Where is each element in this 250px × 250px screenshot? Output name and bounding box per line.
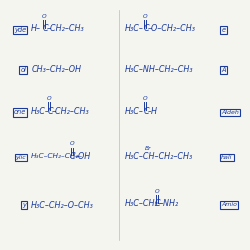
Text: O: O xyxy=(70,141,74,146)
Text: y: y xyxy=(22,202,26,208)
Text: ol: ol xyxy=(20,67,26,73)
Text: –CH₂–CH₃: –CH₂–CH₃ xyxy=(52,107,90,116)
Text: C: C xyxy=(155,199,160,208)
Text: C: C xyxy=(143,107,149,116)
Text: H₃C–CH₂–O–CH₃: H₃C–CH₂–O–CH₃ xyxy=(31,200,94,209)
Text: –CH₂–CH₃: –CH₂–CH₃ xyxy=(47,24,85,33)
Text: ylic: ylic xyxy=(16,155,26,160)
Text: one: one xyxy=(14,110,26,116)
Text: C: C xyxy=(42,24,48,33)
Text: hali: hali xyxy=(221,155,232,160)
Text: –H: –H xyxy=(148,107,158,116)
Text: e: e xyxy=(221,27,226,33)
Text: Aldeh: Aldeh xyxy=(221,110,239,115)
Text: H₃C–: H₃C– xyxy=(125,24,144,33)
Text: yde: yde xyxy=(14,27,26,33)
Text: O: O xyxy=(143,14,147,19)
Text: O: O xyxy=(47,96,52,101)
Text: O: O xyxy=(154,189,159,194)
Text: H₃C–NH–CH₂–CH₃: H₃C–NH–CH₂–CH₃ xyxy=(125,66,194,74)
Text: C: C xyxy=(143,24,149,33)
Text: Br: Br xyxy=(145,146,152,150)
Text: –O–CH₂–CH₃: –O–CH₂–CH₃ xyxy=(148,24,196,33)
Text: H₃C–CH₂–CH₂–: H₃C–CH₂–CH₂– xyxy=(31,153,84,159)
Text: H₃C–CH–CH₂–CH₃: H₃C–CH–CH₂–CH₃ xyxy=(125,152,193,161)
Text: A: A xyxy=(221,67,226,73)
Text: O: O xyxy=(42,14,46,19)
Text: –NH₂: –NH₂ xyxy=(160,199,179,208)
Text: O: O xyxy=(143,96,147,101)
Text: –OH: –OH xyxy=(74,152,91,161)
Text: H₃C–: H₃C– xyxy=(31,107,50,116)
Text: H₃C–: H₃C– xyxy=(125,107,144,116)
Text: Amio: Amio xyxy=(221,202,237,207)
Text: H₃C–CH₂–: H₃C–CH₂– xyxy=(125,199,163,208)
Text: C: C xyxy=(70,152,75,161)
Text: C: C xyxy=(48,107,53,116)
Text: CH₃–CH₂–OH: CH₃–CH₂–OH xyxy=(31,66,81,74)
Text: H–: H– xyxy=(31,24,41,33)
